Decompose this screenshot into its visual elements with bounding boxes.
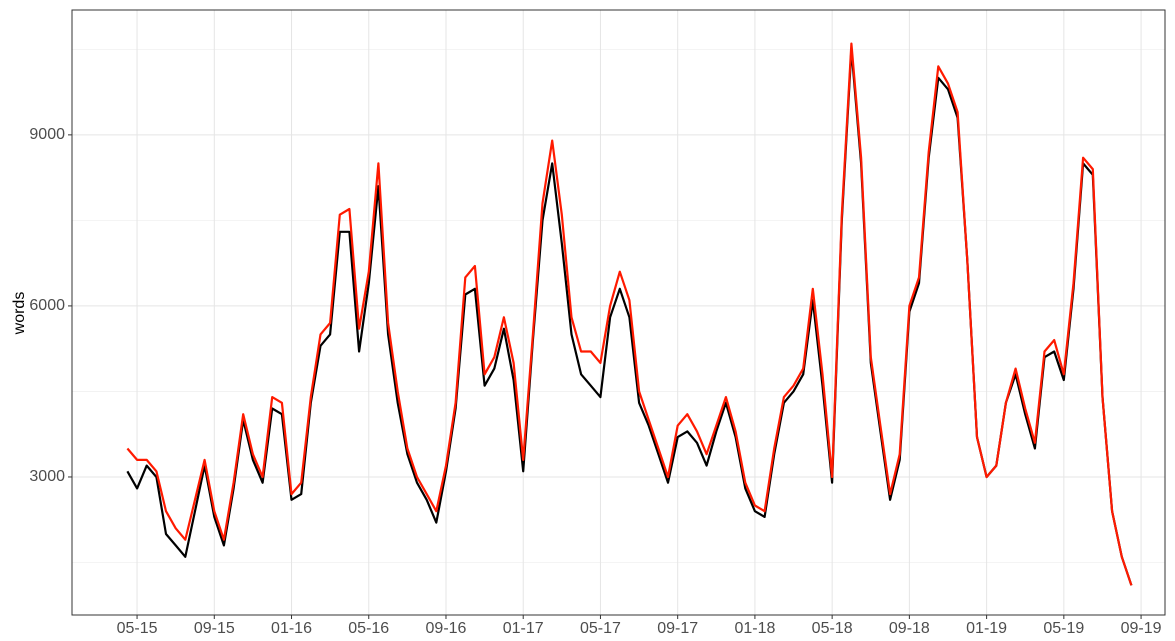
x-tick-label: 01-17 [503, 620, 544, 636]
y-tick-label: 6000 [29, 297, 65, 314]
x-tick-label: 05-15 [117, 620, 158, 636]
x-tick-label: 05-19 [1043, 620, 1084, 636]
x-tick-label: 05-16 [348, 620, 389, 636]
x-tick-label: 05-17 [580, 620, 621, 636]
y-tick-label: 3000 [29, 468, 65, 485]
x-tick-label: 09-18 [889, 620, 930, 636]
x-tick-label: 09-15 [194, 620, 235, 636]
y-tick-label: 9000 [29, 126, 65, 143]
x-tick-label: 09-17 [657, 620, 698, 636]
x-tick-label: 05-18 [812, 620, 853, 636]
x-tick-label: 09-19 [1121, 620, 1162, 636]
x-tick-label: 01-19 [966, 620, 1007, 636]
plot-border [71, 9, 1166, 616]
x-tick-label: 01-16 [271, 620, 312, 636]
x-tick-label: 01-18 [734, 620, 775, 636]
series-line [126, 42, 1133, 586]
series-line [126, 48, 1133, 586]
x-tick-label: 09-16 [426, 620, 467, 636]
y-axis-label: words [11, 292, 28, 336]
